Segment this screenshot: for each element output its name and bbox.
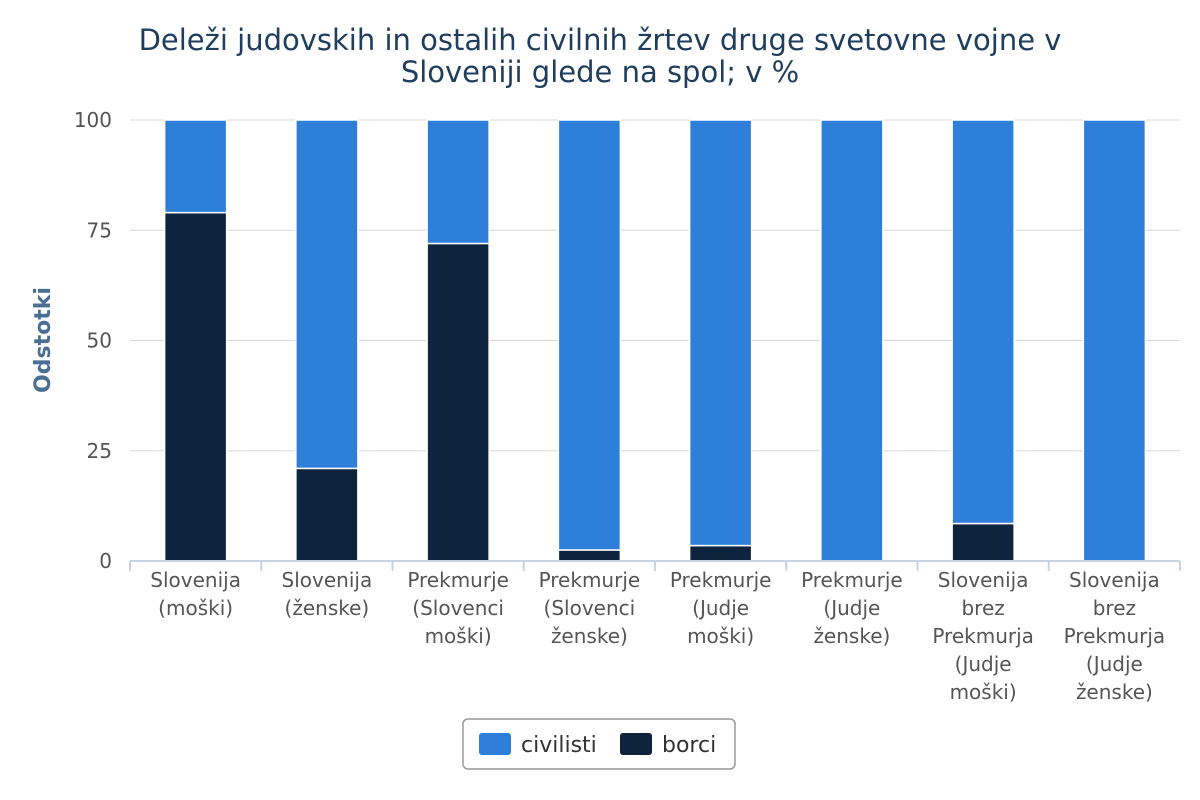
bar-civilisti[interactable] xyxy=(1082,119,1147,562)
x-category-label: Prekmurje xyxy=(407,568,509,592)
x-category-label: (Judje xyxy=(955,652,1012,676)
x-category-label: Slovenija xyxy=(150,568,241,592)
chart-title: Deleži judovskih in ostalih civilnih žrt… xyxy=(139,23,1062,89)
x-category-label: ženske) xyxy=(551,624,628,648)
bar-civilisti[interactable] xyxy=(820,119,884,562)
legend-swatch-borci[interactable] xyxy=(620,733,652,755)
x-axis xyxy=(129,560,1181,571)
legend-label-civilisti[interactable]: civilisti xyxy=(521,733,597,758)
y-tick-label: 0 xyxy=(99,549,112,573)
y-tick-label: 50 xyxy=(87,329,112,353)
x-category-label: Slovenija xyxy=(282,568,373,592)
x-category-label: Slovenija xyxy=(938,568,1029,592)
y-tick-label: 75 xyxy=(87,218,112,242)
x-category-label: (Judje xyxy=(1086,652,1143,676)
x-category-label: Slovenija xyxy=(1069,568,1160,592)
x-category-label: Prekmurje xyxy=(670,568,772,592)
x-category-label: moški) xyxy=(687,624,754,648)
legend-box xyxy=(462,718,736,770)
bar-civilisti[interactable] xyxy=(951,119,1015,525)
bar-civilisti[interactable] xyxy=(295,119,359,470)
x-category-label: (Judje xyxy=(823,596,880,620)
x-category-label: moški) xyxy=(425,624,492,648)
y-tick-label: 25 xyxy=(87,439,112,463)
x-category-label: (moški) xyxy=(158,596,233,620)
bar-civilisti[interactable] xyxy=(163,119,228,214)
bar-borci[interactable] xyxy=(688,544,753,562)
chart-title-line: Deleži judovskih in ostalih civilnih žrt… xyxy=(139,23,1062,57)
bar-borci[interactable] xyxy=(163,211,228,562)
x-category-label: moški) xyxy=(950,680,1017,704)
x-category-label: (ženske) xyxy=(285,596,370,620)
x-category-label: Prekmurje xyxy=(539,568,641,592)
legend-swatch-civilisti[interactable] xyxy=(479,733,511,755)
bar-borci[interactable] xyxy=(295,467,359,562)
bar-civilisti[interactable] xyxy=(426,119,490,245)
x-category-label: ženske) xyxy=(1076,680,1153,704)
bar-civilisti[interactable] xyxy=(688,119,753,547)
x-category-label: Prekmurje xyxy=(801,568,903,592)
x-category-label: (Slovenci xyxy=(412,596,504,620)
bar-borci[interactable] xyxy=(557,549,622,562)
x-category-label: Prekmurja xyxy=(1064,624,1166,648)
bar-civilisti[interactable] xyxy=(557,119,622,551)
legend[interactable]: civilisti borci xyxy=(462,718,736,770)
x-category-label: ženske) xyxy=(813,624,890,648)
x-axis-labels: Slovenija (moški) Slovenija (ženske) Prekmur… xyxy=(150,568,1165,704)
x-category-label: (Slovenci xyxy=(544,596,636,620)
bar-borci[interactable] xyxy=(951,522,1015,562)
x-category-label: brez xyxy=(1093,596,1136,620)
y-tick-label: 100 xyxy=(74,108,112,132)
bar-borci[interactable] xyxy=(426,242,490,562)
x-category-label: (Judje xyxy=(692,596,749,620)
chart-title-line: Sloveniji glede na spol; v % xyxy=(401,55,799,89)
x-category-label: Prekmurja xyxy=(932,624,1034,648)
bars xyxy=(163,119,1147,562)
legend-label-borci[interactable]: borci xyxy=(662,733,716,758)
y-axis-label: Odstotki xyxy=(31,287,56,393)
x-category-label: brez xyxy=(961,596,1004,620)
y-axis-ticks: 0 25 50 75 100 xyxy=(74,108,112,573)
gridlines xyxy=(130,119,1180,452)
